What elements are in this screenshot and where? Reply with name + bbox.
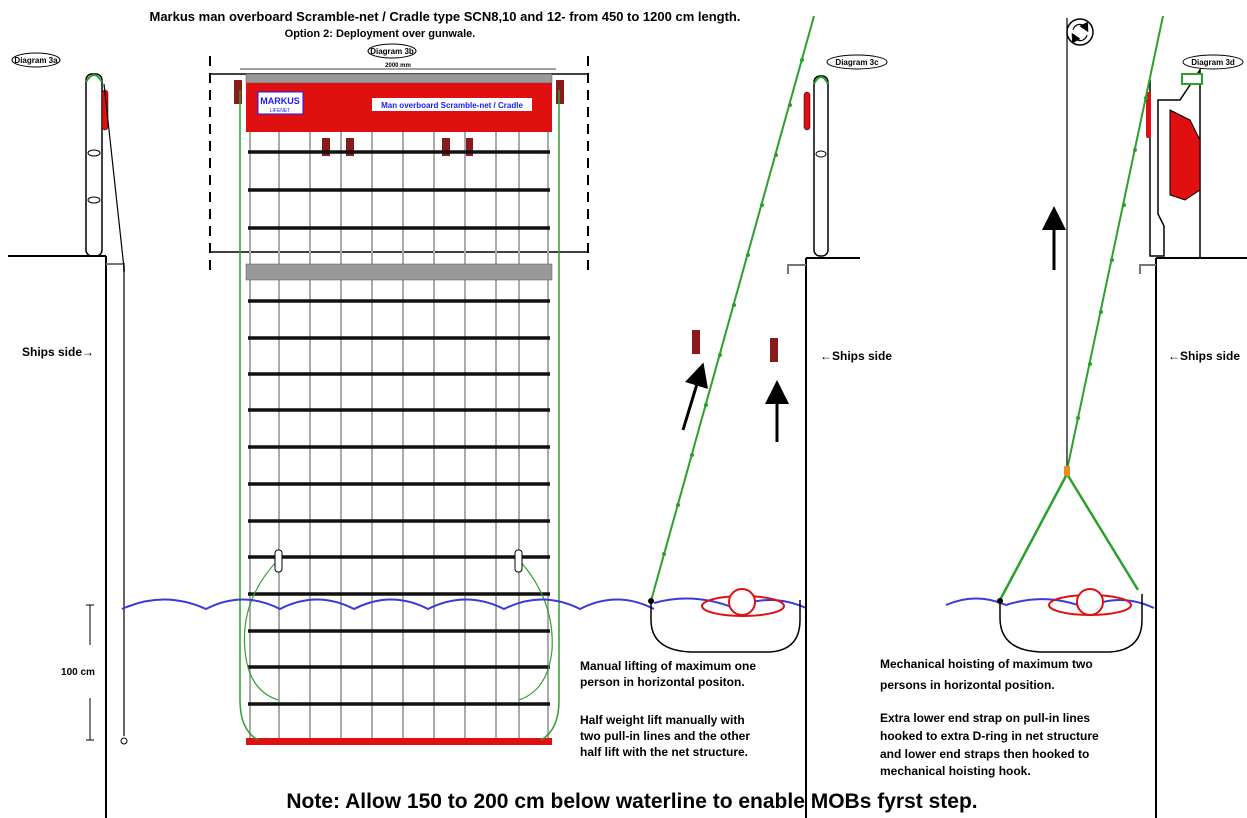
- ships-side-label-3d: ←Ships side: [1168, 349, 1240, 363]
- waterline-left: [121, 598, 655, 611]
- svg-text:Diagram 3b: Diagram 3b: [370, 47, 414, 56]
- diagram-3b: 2000 mm MARKUS LIFENET Man overboard Scr…: [209, 56, 589, 745]
- svg-text:Diagram 3d: Diagram 3d: [1191, 58, 1235, 67]
- svg-text:two pull-in lines and the othe: two pull-in lines and the other: [580, 729, 750, 743]
- net-width-label: 2000 mm: [385, 63, 411, 69]
- diagram-label-3c: Diagram 3c: [826, 54, 888, 70]
- svg-text:Diagram 3a: Diagram 3a: [14, 56, 58, 65]
- svg-text:hooked to extra D-ring in net: hooked to extra D-ring in net structure: [880, 729, 1099, 743]
- scale-label: 100 cm: [61, 667, 95, 678]
- diagram-label-3d: Diagram 3d: [1182, 54, 1244, 70]
- title: Markus man overboard Scramble-net / Crad…: [150, 9, 741, 24]
- markus-logo: MARKUS: [260, 96, 300, 106]
- svg-text:Manual lifting of maximum one: Manual lifting of maximum one: [580, 659, 756, 673]
- ships-side-label-3c: ←Ships side: [820, 349, 892, 363]
- diagram-3a: 100 cm Ships side→: [8, 73, 128, 818]
- subtitle: Option 2: Deployment over gunwale.: [285, 28, 476, 40]
- svg-text:persons in horizontal position: persons in horizontal position.: [880, 678, 1055, 692]
- svg-text:person in horizontal positon.: person in horizontal positon.: [580, 675, 745, 689]
- diagram-3c: ←Ships side: [648, 15, 892, 818]
- ships-side-label-3a: Ships side→: [22, 345, 94, 359]
- diagram-3d: ←Ships side: [997, 15, 1247, 818]
- svg-text:Diagram 3c: Diagram 3c: [835, 58, 879, 67]
- diagram-label-3b: Diagram 3b: [367, 43, 417, 59]
- svg-text:Mechanical hoisting of maximum: Mechanical hoisting of maximum two: [880, 657, 1093, 671]
- svg-text:half lift with the net structu: half lift with the net structure.: [580, 745, 748, 759]
- waterline-3d: [945, 597, 1155, 610]
- diagram-label-3a: Diagram 3a: [11, 52, 61, 68]
- svg-text:and lower end straps then hook: and lower end straps then hooked to: [880, 747, 1089, 761]
- markus-logo-sub: LIFENET: [270, 108, 291, 114]
- svg-text:Extra lower end strap on pull-: Extra lower end strap on pull-in lines: [880, 711, 1090, 725]
- svg-text:mechanical hoisting hook.: mechanical hoisting hook.: [880, 764, 1031, 778]
- footer-note: Note: Allow 150 to 200 cm below waterlin…: [286, 790, 977, 813]
- banner-text: Man overboard Scramble-net / Cradle: [381, 101, 523, 110]
- svg-text:Half weight lift manually with: Half weight lift manually with: [580, 713, 745, 727]
- mechanical-hoisting-notes: Mechanical hoisting of maximum two perso…: [880, 657, 1099, 778]
- manual-lifting-notes: Manual lifting of maximum one person in …: [580, 659, 756, 759]
